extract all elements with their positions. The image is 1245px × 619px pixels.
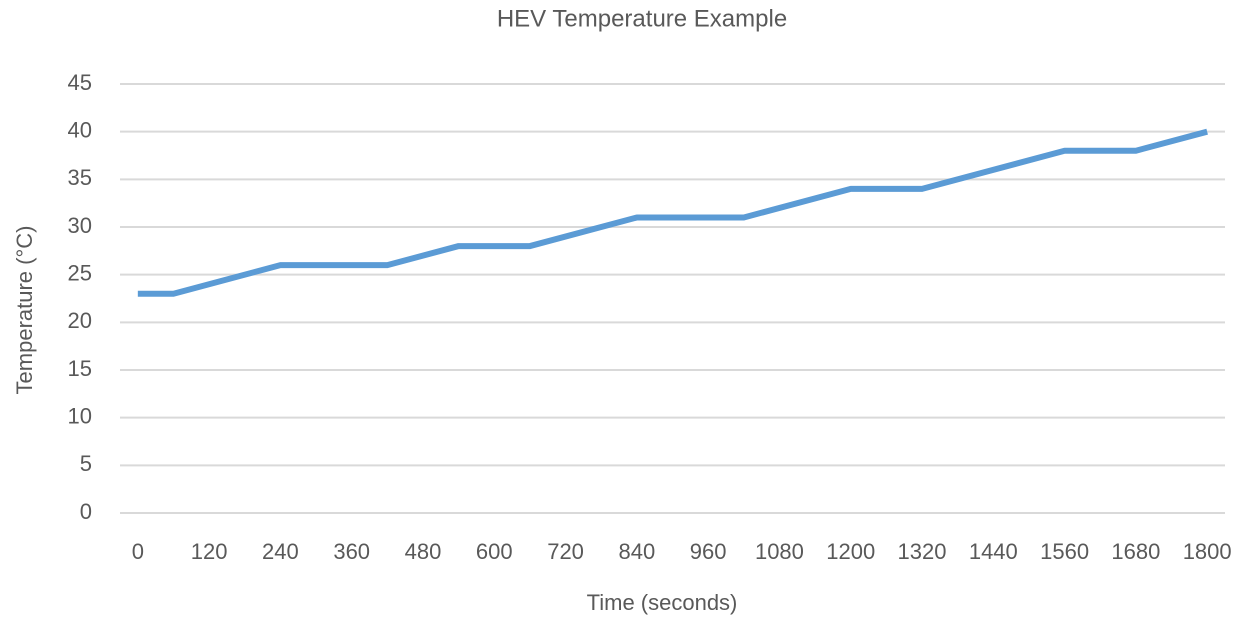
chart-title: HEV Temperature Example	[497, 5, 787, 32]
x-tick-label: 960	[690, 539, 727, 564]
x-tick-label: 600	[476, 539, 513, 564]
x-tick-label: 240	[262, 539, 299, 564]
x-tick-label: 1080	[755, 539, 804, 564]
x-tick-label: 1560	[1040, 539, 1089, 564]
x-tick-label: 720	[547, 539, 584, 564]
x-tick-label: 1680	[1111, 539, 1160, 564]
y-tick-label: 0	[80, 499, 92, 524]
x-tick-label: 0	[132, 539, 144, 564]
x-tick-label: 1320	[898, 539, 947, 564]
x-tick-label: 120	[191, 539, 228, 564]
y-tick-label: 45	[68, 70, 92, 95]
y-tick-label: 5	[80, 451, 92, 476]
y-tick-label: 10	[68, 403, 92, 428]
y-tick-label: 25	[68, 260, 92, 285]
y-tick-label: 20	[68, 308, 92, 333]
x-axis-label: Time (seconds)	[587, 590, 738, 615]
x-tick-label: 1800	[1183, 539, 1232, 564]
y-tick-label: 40	[68, 117, 92, 142]
x-tick-label: 480	[405, 539, 442, 564]
data-line	[137, 128, 1208, 297]
y-axis-label: Temperature (°C)	[12, 226, 37, 395]
y-tick-label: 30	[68, 213, 92, 238]
x-tick-label: 840	[618, 539, 655, 564]
x-tick-label: 1200	[826, 539, 875, 564]
x-tick-label: 360	[333, 539, 370, 564]
y-tick-label: 15	[68, 356, 92, 381]
y-tick-label: 35	[68, 165, 92, 190]
x-tick-label: 1440	[969, 539, 1018, 564]
